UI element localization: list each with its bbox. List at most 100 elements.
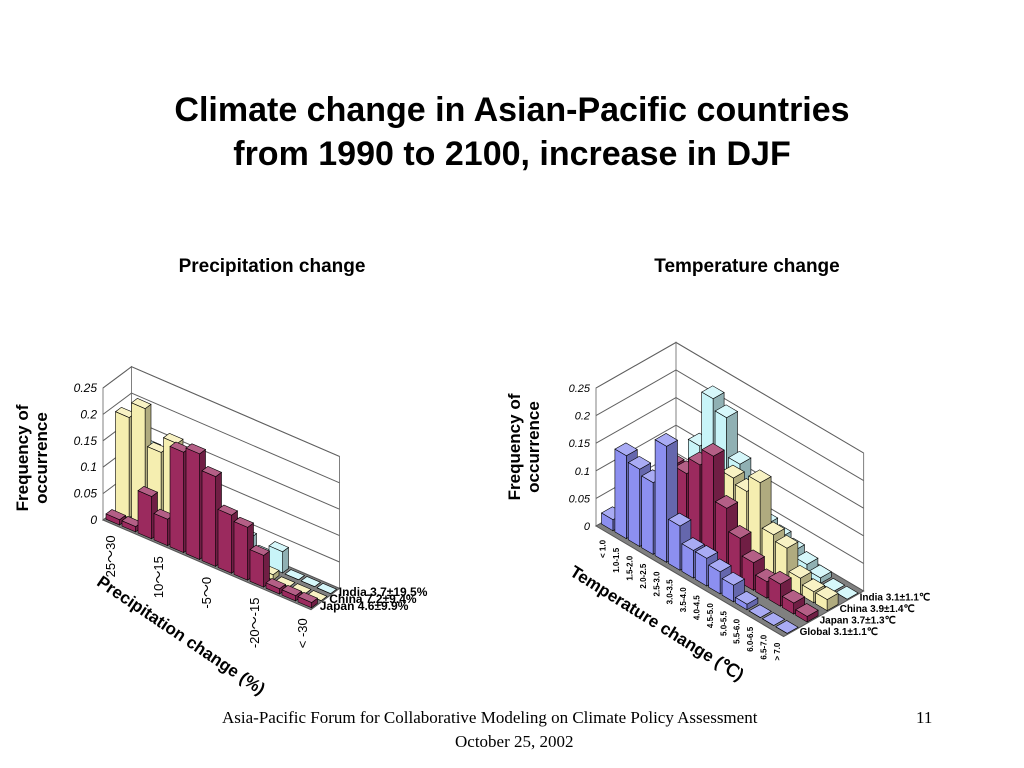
precip-bar [284,569,306,581]
precip-y-tick-label: 0 [90,513,97,527]
temp-bar [734,590,759,611]
temp-bar-front [741,555,754,591]
precip-bar [300,576,322,588]
slide-title-line2: from 1990 to 2100, increase in DJF [233,135,791,173]
temp-bar-front [755,574,768,599]
temp-bar-front [694,551,708,587]
precip-y-axis-title: Frequency ofoccurrence [13,404,51,511]
temp-bar [795,603,819,623]
precip-y-tick-label: 0.05 [74,487,98,501]
temp-bar [775,620,799,634]
temp-gridline [595,369,864,482]
temp-bar-front [654,439,667,563]
precip-y-tick-label: 0.25 [74,381,98,395]
precip-bar-front [297,596,312,609]
temp-gridline [595,341,864,454]
temp-gridline [595,397,864,509]
temp-y-tick-label: 0 [584,521,591,533]
temp-series-label: China 3.9±1.4℃ [840,604,915,615]
precip-x-tick-label: 25～30 [103,535,118,577]
temp-bar [815,586,839,612]
temp-x-tick-label: 5.0-5.5 [719,610,728,635]
temp-bar [808,564,832,584]
temp-bar-front [815,592,828,612]
temp-y-axis-title-line2: occurrence [524,401,543,493]
precip-bar-front [201,470,216,567]
temp-bar-front [721,578,734,603]
temp-x-tick-label: < 1.0 [599,539,608,558]
precip-bar-front [265,582,280,595]
temp-bar-front [641,475,654,555]
temp-bar-front [614,448,627,540]
temp-bar-front [801,584,815,604]
precipitation-chart-title: Precipitation change [178,256,366,277]
precip-bar [316,583,338,594]
precip-bar-front [284,573,299,581]
precip-y-axis-title-line1: Frequency of [13,404,32,511]
temp-y-axis-title-line1: Frequency of [505,393,524,500]
temp-y-tick-label: 0.15 [569,438,591,450]
precip-bar [297,591,319,609]
temp-bar-front [795,609,808,623]
temp-bar-front [668,518,681,571]
temp-bar-front [762,618,774,626]
temp-bar-front [681,543,694,579]
precip-series-label: India 3.7±19.5% [339,585,428,599]
temp-y-tick-label: 0.1 [575,466,590,478]
temp-y-tick-label: 0.2 [575,411,590,423]
footer-page-number: 11 [916,708,933,727]
precip-gridline [102,366,340,457]
precip-x-tick-label: < -30 [295,618,310,648]
temp-x-tick-label: 3.5-4.0 [679,587,688,612]
precip-bar-front [137,490,152,540]
precip-series-label: China 7.2±9.4% [329,592,417,606]
temp-bar [748,604,772,618]
temp-x-tick-label: 6.5-7.0 [760,634,769,659]
precip-bar-front [316,587,331,594]
footer-date: October 25, 2002 [455,732,574,751]
precip-bar-front [217,508,232,574]
precip-y-tick-label: 0.1 [80,460,97,474]
precip-bar-front [281,589,296,602]
precip-bar-front [300,580,315,587]
precip-bars [105,398,338,609]
precip-bar-front [185,447,200,560]
temp-y-tick-label: 0.05 [569,493,591,505]
temp-bar-front [748,610,761,618]
precip-y-tick-label: 0.15 [74,434,98,448]
temp-bar-front [775,626,788,634]
temp-x-tick-label: > 7.0 [773,642,782,661]
precip-bar [268,541,290,574]
temp-bar-front [601,512,614,532]
precip-x-tick-label: -5～0 [199,577,214,609]
precip-y-axis-title-line2: occurrence [32,412,51,504]
temp-x-tick-label: 2.5-3.0 [652,571,661,596]
slide-title: Climate change in Asian-Pacific countrie… [0,88,1024,176]
temp-y-tick-label: 0.25 [569,383,591,395]
precip-bar-front [249,549,264,588]
temp-bar-front [781,595,795,615]
temp-series-label: Japan 3.7±1.3℃ [820,616,896,627]
temp-x-tick-label: 1.5-2.0 [626,555,635,580]
temp-bar-front [735,596,748,611]
temp-x-tick-label: 1.0-1.5 [612,547,621,572]
precip-x-tick-label: 10～15 [151,556,166,598]
temp-x-tick-label: 4.0-4.5 [693,595,702,620]
temp-x-tick-label: 4.5-5.0 [706,603,715,628]
temp-bar-front [708,564,721,595]
temp-x-tick-label: 3.0-3.5 [666,579,675,604]
precip-y-tick-label: 0.2 [80,407,97,421]
precip-bar [249,544,271,588]
temp-y-axis-title: Frequency ofoccurrence [505,393,543,500]
precip-bar-front [233,521,248,581]
temp-series-label: India 3.1±1.1℃ [860,593,931,604]
slide-title-line1: Climate change in Asian-Pacific countrie… [174,91,850,129]
precip-bar-front [153,513,168,547]
footer-forum: Asia-Pacific Forum for Collaborative Mod… [222,708,758,727]
precip-gridline [102,392,340,484]
temp-bar-front [835,592,848,600]
temp-bar [835,585,859,600]
precip-bar-front [121,520,136,533]
precip-bar-front [169,445,184,554]
